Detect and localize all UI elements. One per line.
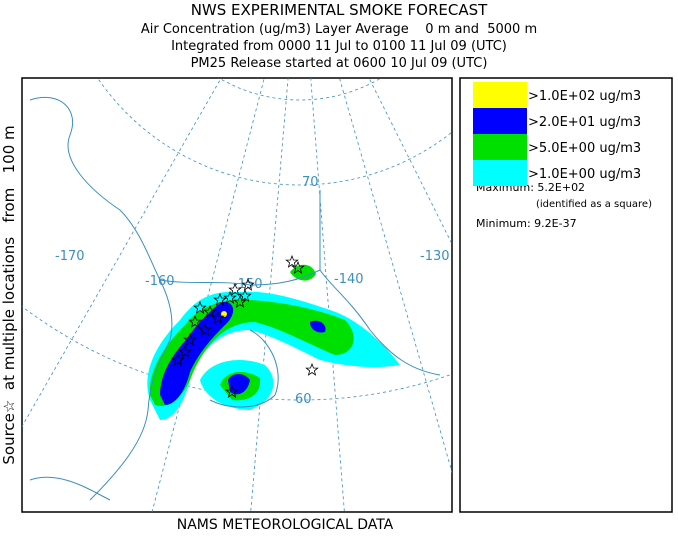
map-label: -140 [334,272,364,287]
source-star [241,277,255,291]
source-star [203,304,217,318]
source-star [183,332,197,346]
source-star [238,288,252,302]
source-star [178,344,192,358]
legend-label: >1.0E+00 ug/m3 [528,167,641,182]
source-star [198,322,212,336]
maximum-note: (identified as a square) [536,199,652,210]
source-star [285,254,299,268]
legend-swatch [473,82,527,108]
legend-label: >1.0E+02 ug/m3 [528,89,641,104]
footer: NAMS METEOROLOGICAL DATA [177,517,394,532]
source-star [233,294,247,308]
minimum: Minimum: 9.2E-37 [476,217,577,230]
source-star [213,292,227,306]
map-label: -160 [145,274,175,289]
source-star [171,352,185,366]
source-star [228,282,242,296]
side-label: Source☆ at multiple locations from 100 m [0,125,18,464]
legend-swatch [473,108,527,134]
source-star [225,384,239,398]
subtitle: Air Concentration (ug/m3) Layer Average … [141,22,537,37]
source-star [223,290,237,304]
source-star [291,260,305,274]
legend-label: >2.0E+01 ug/m3 [528,115,641,130]
map-label: -170 [55,249,85,264]
source-star [305,362,319,376]
legend-swatch [473,160,527,186]
smoke [147,264,400,420]
legend-swatch [473,134,527,160]
legend-label: >5.0E+00 ug/m3 [528,141,641,156]
title: NWS EXPERIMENTAL SMOKE FORECAST [191,1,488,19]
subtitle: PM25 Release started at 0600 10 Jul 09 (… [191,56,488,71]
map [21,77,453,513]
map-label: 70 [302,175,319,190]
coastline [29,96,441,501]
source-star [193,300,207,314]
source-star [188,314,202,328]
subtitle: Integrated from 0000 11 Jul to 0100 11 J… [171,39,507,54]
source-star [211,310,225,324]
map-label: -130 [420,249,450,264]
map-label: 60 [295,392,312,407]
